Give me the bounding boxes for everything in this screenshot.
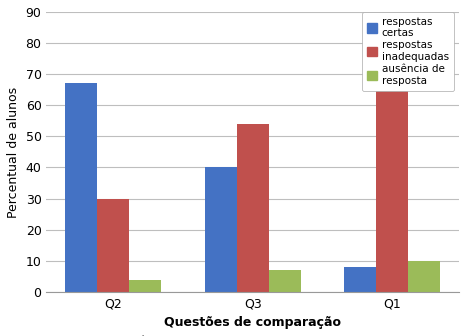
Legend: respostas
certas, respostas
inadequadas, ausência de
resposta: respostas certas, respostas inadequadas,… [362,11,454,91]
Bar [344,267,376,292]
X-axis label: Questões de comparação: Questões de comparação [164,316,341,329]
Bar [129,280,161,292]
Bar [205,168,237,292]
Bar [269,270,301,292]
Bar [97,199,129,292]
Y-axis label: Percentual de alunos: Percentual de alunos [7,86,20,217]
Bar [65,84,97,292]
Bar [408,261,440,292]
Bar [376,37,408,292]
Bar [237,124,269,292]
